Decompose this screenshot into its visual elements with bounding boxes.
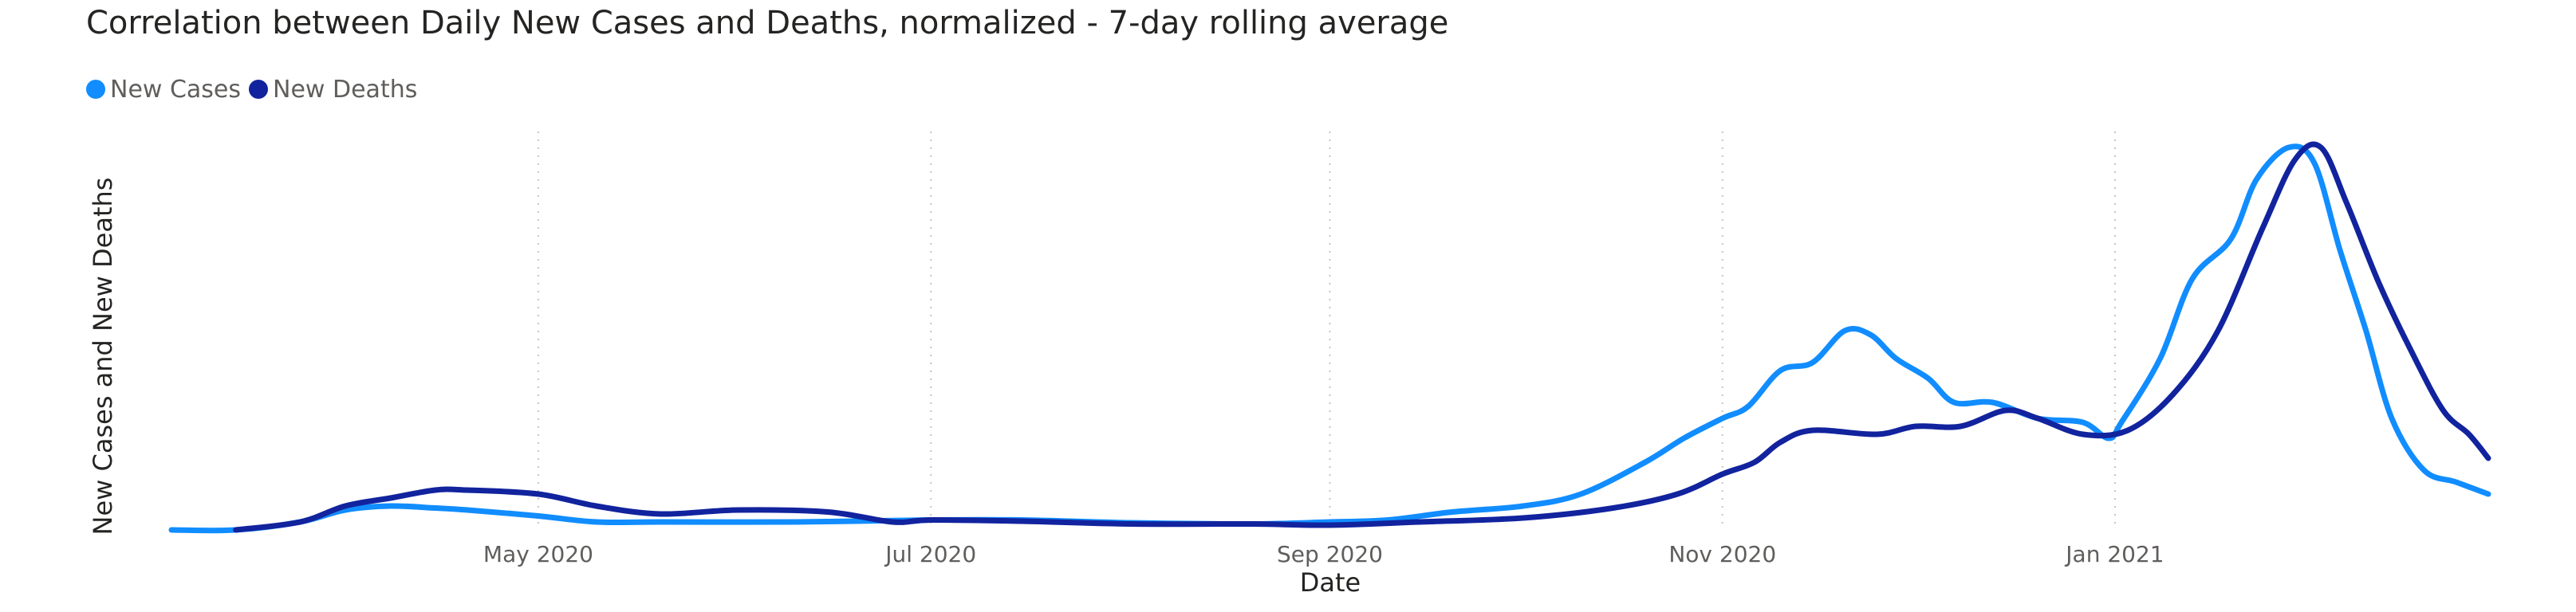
legend-label-new-cases: New Cases	[110, 75, 242, 104]
legend: New Cases New Deaths	[86, 72, 425, 107]
legend-label-new-deaths: New Deaths	[273, 75, 418, 104]
legend-item-new-cases[interactable]: New Cases	[86, 76, 241, 104]
y-axis-title: New Cases and New Deaths	[88, 178, 118, 536]
x-tick-label-3: Nov 2020	[1668, 541, 1776, 567]
series-line-new-deaths[interactable]	[233, 141, 2491, 533]
x-axis-title: Date	[1300, 567, 1361, 598]
series-line-new-cases[interactable]	[168, 143, 2491, 534]
chart-title: Correlation between Daily New Cases and …	[86, 5, 1449, 41]
gridlines	[537, 131, 2116, 530]
x-tick-label-1: Jul 2020	[884, 541, 976, 567]
x-tick-label-0: May 2020	[483, 541, 593, 567]
legend-item-new-deaths[interactable]: New Deaths	[249, 76, 417, 104]
legend-swatch-new-deaths	[249, 80, 269, 99]
x-tick-label-2: Sep 2020	[1277, 541, 1383, 567]
legend-swatch-new-cases	[86, 80, 105, 99]
series-lines	[168, 141, 2491, 534]
x-tick-labels: May 2020 Jul 2020 Sep 2020 Nov 2020 Jan 2021	[483, 541, 2164, 567]
x-tick-label-4: Jan 2021	[2064, 541, 2164, 567]
